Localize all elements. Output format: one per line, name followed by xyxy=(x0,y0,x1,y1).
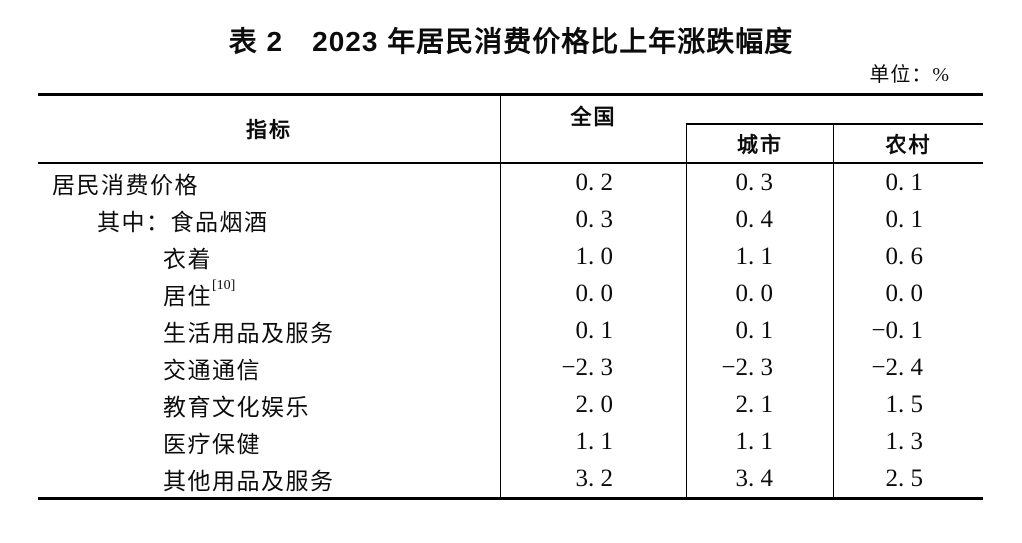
row-urban-value: 1. 1 xyxy=(686,238,833,275)
table-row: 居住 [10] 0. 0 0. 0 0. 0 xyxy=(38,275,983,312)
row-national-value: 0. 2 xyxy=(500,164,686,201)
row-national-value: 2. 0 xyxy=(500,386,686,423)
column-header-rural: 农村 xyxy=(833,123,983,162)
table-row: 生活用品及服务 0. 1 0. 1 −0. 1 xyxy=(38,312,983,349)
row-indicator-label: 居住 xyxy=(163,283,212,309)
row-indicator-cell: 居住 [10] xyxy=(38,275,500,312)
row-rural-value: −0. 1 xyxy=(833,312,983,349)
row-urban-value: 3. 4 xyxy=(686,460,833,497)
row-indicator-cell: 医疗保健 xyxy=(38,423,500,460)
row-national-value: 1. 0 xyxy=(500,238,686,275)
row-national-value: 1. 1 xyxy=(500,423,686,460)
row-indicator-label: 教育文化娱乐 xyxy=(163,394,310,420)
row-indicator-label: 生活用品及服务 xyxy=(163,320,335,346)
row-indicator-label: 居民消费价格 xyxy=(52,172,199,198)
row-indicator-cell: 其中：食品烟酒 xyxy=(38,201,500,238)
row-urban-value: 0. 0 xyxy=(686,275,833,312)
row-rural-value: 2. 5 xyxy=(833,460,983,497)
row-national-value: 0. 1 xyxy=(500,312,686,349)
unit-label: 单位：% xyxy=(869,64,950,86)
table-title: 表 2 2023 年居民消费价格比上年涨跌幅度 xyxy=(228,26,794,57)
row-indicator-label: 交通通信 xyxy=(163,357,261,383)
table-row: 医疗保健 1. 1 1. 1 1. 3 xyxy=(38,423,983,460)
row-national-value: 0. 3 xyxy=(500,201,686,238)
cpi-table: 指标 全国 城市 农村 居民消费价格 0. 2 0. 3 0. 1 其中：食品烟… xyxy=(38,93,983,500)
table-row: 其中：食品烟酒 0. 3 0. 4 0. 1 xyxy=(38,201,983,238)
row-rural-value: 0. 6 xyxy=(833,238,983,275)
table-row: 交通通信 −2. 3 −2. 3 −2. 4 xyxy=(38,349,983,386)
row-urban-value: 1. 1 xyxy=(686,423,833,460)
row-rural-value: 1. 3 xyxy=(833,423,983,460)
row-urban-value: −2. 3 xyxy=(686,349,833,386)
row-indicator-cell: 其他用品及服务 xyxy=(38,460,500,497)
row-indicator-cell: 教育文化娱乐 xyxy=(38,386,500,423)
row-rural-value: 0. 1 xyxy=(833,201,983,238)
table-row: 衣着 1. 0 1. 1 0. 6 xyxy=(38,238,983,275)
column-header-urban: 城市 xyxy=(686,123,833,162)
row-rural-value: 1. 5 xyxy=(833,386,983,423)
row-indicator-cell: 生活用品及服务 xyxy=(38,312,500,349)
row-rural-value: −2. 4 xyxy=(833,349,983,386)
footnote-ref: [10] xyxy=(212,277,236,293)
row-urban-value: 0. 1 xyxy=(686,312,833,349)
column-header-indicator: 指标 xyxy=(246,119,292,142)
table-row: 其他用品及服务 3. 2 3. 4 2. 5 xyxy=(38,460,983,497)
row-indicator-label: 医疗保健 xyxy=(163,431,261,457)
table-row: 居民消费价格 0. 2 0. 3 0. 1 xyxy=(38,164,983,201)
row-urban-value: 0. 4 xyxy=(686,201,833,238)
row-indicator-cell: 居民消费价格 xyxy=(38,164,500,201)
table-row: 教育文化娱乐 2. 0 2. 1 1. 5 xyxy=(38,386,983,423)
row-national-value: 0. 0 xyxy=(500,275,686,312)
row-rural-value: 0. 0 xyxy=(833,275,983,312)
row-rural-value: 0. 1 xyxy=(833,164,983,201)
row-indicator-label: 衣着 xyxy=(163,246,212,272)
row-urban-value: 0. 3 xyxy=(686,164,833,201)
row-indicator-cell: 交通通信 xyxy=(38,349,500,386)
table-header: 指标 全国 城市 农村 xyxy=(38,96,983,164)
row-indicator-label: 其中：食品烟酒 xyxy=(97,209,269,235)
row-national-value: −2. 3 xyxy=(500,349,686,386)
row-urban-value: 2. 1 xyxy=(686,386,833,423)
table-body: 居民消费价格 0. 2 0. 3 0. 1 其中：食品烟酒 0. 3 0. 4 … xyxy=(38,164,983,497)
row-indicator-label: 其他用品及服务 xyxy=(163,468,335,494)
row-national-value: 3. 2 xyxy=(500,460,686,497)
column-header-national: 全国 xyxy=(500,96,686,162)
row-indicator-cell: 衣着 xyxy=(38,238,500,275)
